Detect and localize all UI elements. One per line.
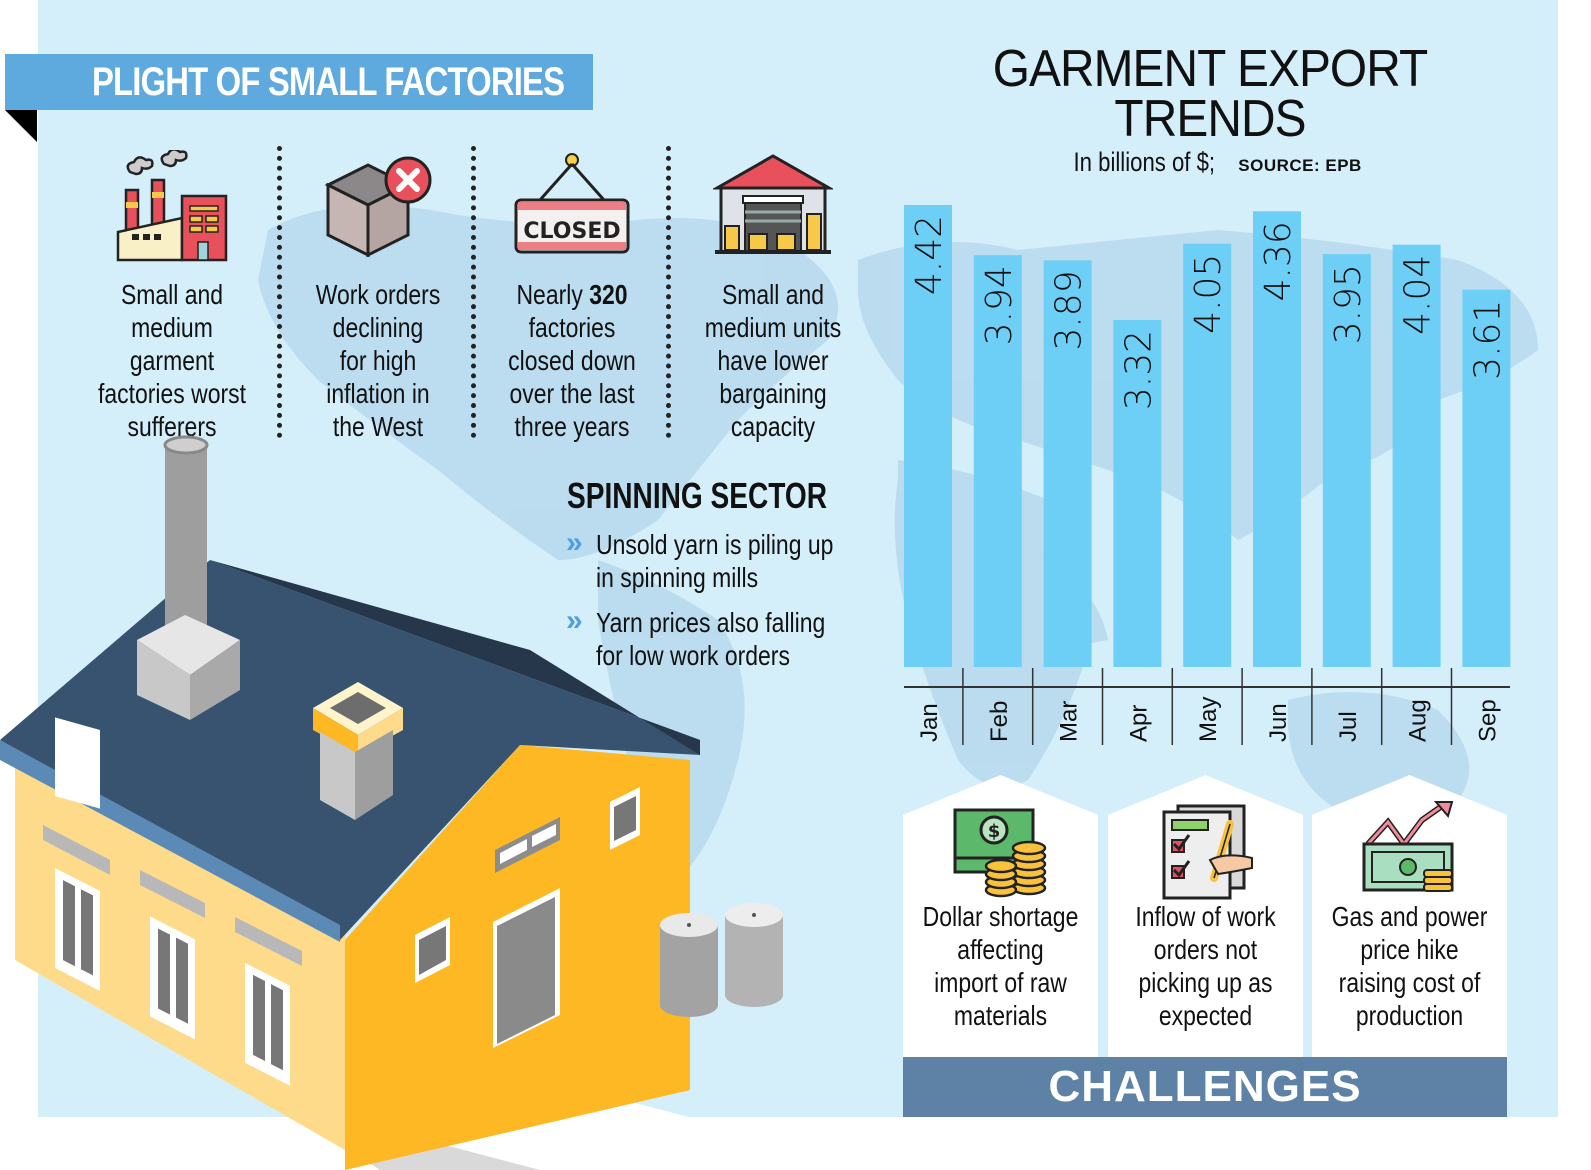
text-line: Work orders [315,279,441,310]
text-line: the West [332,411,424,442]
text-line: Yarn prices also falling [596,607,826,638]
chart-source: SOURCE: EPB [1238,156,1362,175]
text-fragment: Nearly [516,279,590,310]
text-line: inflation in [326,378,430,409]
text-line: factories [528,312,616,343]
spinning-sector-title: SPINNING SECTOR [567,475,828,516]
text-line: Nearly 320 [494,278,650,311]
text-line: raising cost of [1338,967,1481,998]
checklist-pen-icon [1162,804,1253,900]
text-line: medium units [704,312,842,343]
challenge-text: Inflow of work orders not picking up as … [1126,900,1286,1032]
challenges-label: CHALLENGES [1048,1062,1362,1111]
plight-item-small-factories: Small and medium garment factories worst… [77,150,267,443]
svg-text:$: $ [987,821,1000,842]
title-ribbon [5,54,593,110]
text-line: materials [953,1000,1048,1031]
challenge-text: Gas and power price hike raising cost of… [1330,900,1490,1032]
text-line: Dollar shortage [922,901,1079,932]
text-line: bargaining [719,378,827,409]
closed-sign-icon: CLOSED [514,153,630,254]
challenge-card: Gas and power price hike raising cost of… [1312,775,1507,1060]
double-chevron-right-icon: » [566,526,583,559]
text-line: declining [332,312,424,343]
chart-unit: In billions of $; [1073,147,1216,177]
plight-text: Small and medium garment factories worst… [94,278,250,443]
plight-item-bargaining: Small and medium units have lower bargai… [678,150,868,443]
dotted-divider [471,146,476,438]
plight-item-work-orders: Work orders declining for high inflation… [283,150,473,443]
ribbon-fold [5,110,37,142]
chart-subtitle: In billions of $; SOURCE: EPB [940,147,1480,178]
challenge-card: $ Dollar shortage affecting import of ra… [903,775,1098,1060]
dotted-divider [666,146,671,438]
text-line: Gas and power [1331,901,1488,932]
plight-text: Small and medium units have lower bargai… [695,278,851,443]
text-line: affecting [957,934,1044,965]
spinning-bullet: » Unsold yarn is piling up in spinning m… [566,528,886,594]
text-line: closed down [508,345,636,376]
warehouse-icon [713,154,833,254]
box-cancel-icon [324,156,432,258]
text-line: three years [514,411,630,442]
chart-title: GARMENT EXPORT TRENDS [962,40,1459,148]
spinning-bullet: » Yarn prices also falling for low work … [566,606,876,672]
front-windows [43,717,302,1086]
text-line: Unsold yarn is piling up [596,529,834,560]
closed-sign-text: CLOSED [523,219,620,244]
text-line: capacity [730,411,816,442]
challenge-card: Inflow of work orders not picking up as … [1108,775,1303,1060]
text-line: picking up as [1138,967,1273,998]
chart-title-line: GARMENT EXPORT [992,40,1429,98]
text-line: for low work orders [596,640,790,671]
page-title: PLIGHT OF SMALL FACTORIES [92,60,565,104]
price-rise-money-icon [1362,801,1453,892]
factory-icon [116,150,228,262]
plight-item-closed-factories: CLOSED Nearly 320 factories closed down … [477,150,667,443]
text-line: garment [129,345,215,376]
dotted-divider [277,146,282,438]
money-coins-icon: $ [953,808,1046,898]
spinning-bullet-text: Yarn prices also falling for low work or… [596,606,825,672]
factory-illustration [0,435,783,1170]
challenge-text: Dollar shortage affecting import of raw … [921,900,1081,1032]
text-line: import of raw [934,967,1067,998]
text-line: in spinning mills [596,562,759,593]
plight-text: Nearly 320 factories closed down over th… [494,278,650,443]
double-chevron-right-icon: » [566,604,583,637]
highlight-number: 320 [589,279,628,310]
text-line: production [1355,1000,1464,1031]
text-line: Small and [120,279,224,310]
spinning-bullet-text: Unsold yarn is piling up in spinning mil… [596,528,833,594]
plight-text: Work orders declining for high inflation… [300,278,456,443]
text-line: expected [1158,1000,1253,1031]
text-line: for high [339,345,417,376]
text-line: sufferers [127,411,217,442]
text-line: Inflow of work [1135,901,1276,932]
chart-title-line: TRENDS [1114,90,1306,148]
text-line: have lower [717,345,829,376]
text-line: over the last [509,378,635,409]
text-line: factories worst [97,378,247,409]
text-line: orders not [1153,934,1258,965]
text-line: Small and [721,279,825,310]
challenges-banner [903,1057,1507,1117]
text-line: medium [131,312,213,343]
text-line: price hike [1360,934,1459,965]
